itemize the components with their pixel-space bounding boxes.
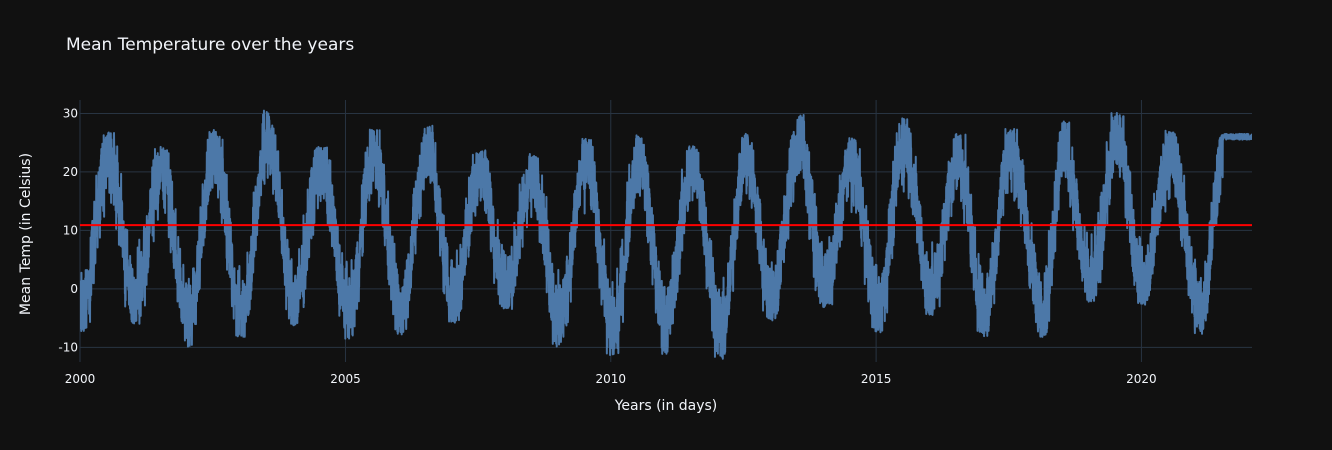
x-tick-label: 2010 xyxy=(596,372,627,386)
x-tick-label: 2020 xyxy=(1126,372,1157,386)
y-tick-label: 20 xyxy=(63,165,78,179)
x-tick-label: 2005 xyxy=(330,372,361,386)
y-tick-label: 30 xyxy=(63,106,78,120)
y-axis-ticks: -10 0 10 20 30 xyxy=(58,106,78,354)
temperature-series-line xyxy=(80,109,1252,360)
x-axis-label: Years (in days) xyxy=(614,398,718,414)
chart-title: Mean Temperature over the years xyxy=(66,35,354,55)
x-tick-label: 2000 xyxy=(65,372,96,386)
y-tick-label: 0 xyxy=(70,282,78,296)
y-axis-label: Mean Temp (in Celsius) xyxy=(18,153,34,315)
x-axis-ticks: 2000 2005 2010 2015 2020 xyxy=(65,372,1157,386)
x-tick-label: 2015 xyxy=(861,372,892,386)
y-tick-label: -10 xyxy=(58,340,78,354)
y-tick-label: 10 xyxy=(63,223,78,237)
